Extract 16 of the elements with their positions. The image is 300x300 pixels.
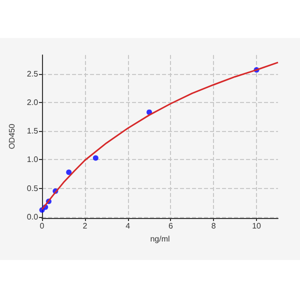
x-tick-label: 2 (82, 222, 88, 230)
x-axis-title: ng/ml (150, 234, 170, 244)
x-tick-label: 10 (252, 222, 262, 230)
y-tick-label: 0.0 (26, 212, 39, 222)
x-tick-label: 4 (126, 222, 131, 230)
y-tick-label: 1.5 (26, 126, 39, 136)
y-tick-label: 0.5 (26, 184, 39, 193)
x-tick-label: 0 (40, 222, 45, 230)
y-tick-label: 2.5 (26, 69, 39, 78)
y-axis-title: OD450 (8, 123, 16, 150)
y-tick-label: 2.0 (26, 98, 39, 107)
y-tick-label: 1.0 (26, 155, 39, 164)
x-tick-label: 6 (168, 222, 174, 230)
point (66, 169, 72, 175)
x-tick-label: 8 (211, 222, 216, 230)
point (92, 155, 98, 161)
